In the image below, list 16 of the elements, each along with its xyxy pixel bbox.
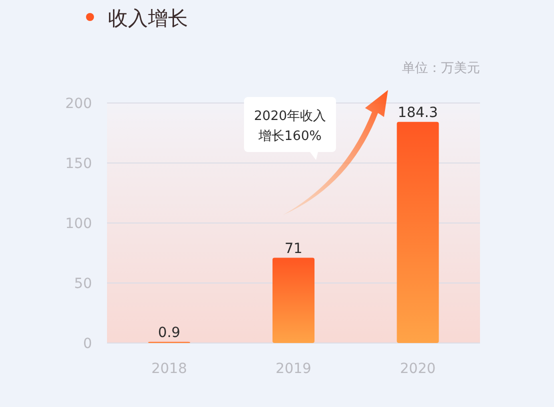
- bar: [272, 258, 314, 343]
- data-label: 71: [284, 240, 302, 257]
- x-tick-label: 2018: [151, 361, 187, 377]
- data-label: 184.3: [398, 104, 438, 121]
- x-tick-label: 2020: [400, 361, 436, 377]
- y-tick-label: 200: [65, 96, 92, 112]
- y-tick-label: 150: [65, 156, 92, 172]
- chart-title: 收入增长: [108, 6, 188, 30]
- y-tick-label: 50: [74, 276, 92, 292]
- bar: [396, 122, 439, 343]
- y-tick-label: 100: [65, 216, 92, 232]
- x-tick-label: 2019: [276, 361, 312, 377]
- data-label: 0.9: [158, 324, 180, 341]
- y-tick-label: 0: [83, 336, 92, 352]
- annotation: 2020年收入增长160%: [254, 109, 326, 144]
- text: 单位：万美元: [402, 60, 480, 76]
